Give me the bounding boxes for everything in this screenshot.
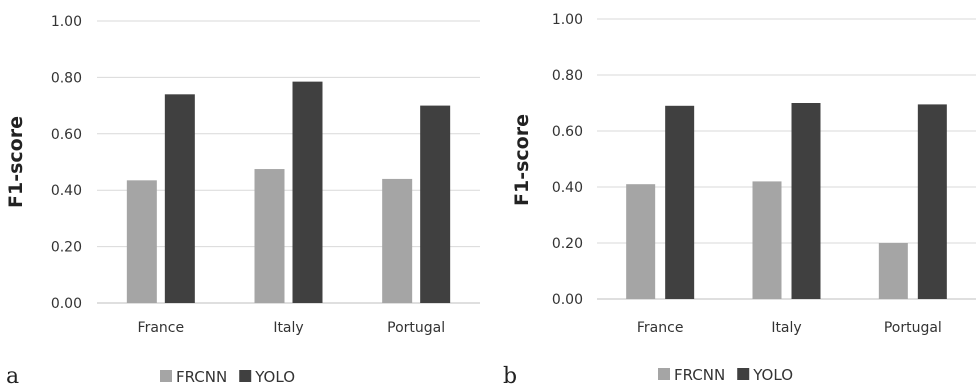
y-tick-label: 0.00 bbox=[552, 292, 583, 308]
legend-swatch-frcnn bbox=[658, 368, 670, 380]
bar-frcnn-italy bbox=[254, 169, 285, 303]
bar-frcnn-portugal bbox=[382, 178, 413, 303]
bar-frcnn-portugal bbox=[878, 243, 908, 299]
bar-frcnn-france bbox=[126, 180, 157, 303]
x-category-label: Italy bbox=[273, 320, 303, 336]
y-axis-label: F1-score bbox=[5, 116, 27, 208]
x-category-label: Portugal bbox=[884, 320, 942, 336]
legend-swatch-yolo bbox=[737, 368, 750, 380]
legend-swatch-yolo bbox=[239, 370, 252, 382]
legend-swatch-frcnn bbox=[160, 370, 172, 382]
bar-yolo-portugal bbox=[917, 104, 947, 300]
panel-letter: b bbox=[503, 364, 517, 386]
y-tick-label: 0.80 bbox=[51, 70, 82, 86]
y-tick-label: 1.00 bbox=[552, 12, 583, 28]
bar-yolo-portugal bbox=[420, 105, 451, 303]
y-tick-label: 0.20 bbox=[552, 236, 583, 252]
legend-label-yolo: YOLO bbox=[752, 366, 793, 384]
x-category-label: France bbox=[138, 320, 185, 336]
bar-frcnn-italy bbox=[752, 181, 782, 299]
y-tick-label: 0.80 bbox=[552, 68, 583, 84]
chart-panel-a: 0.00 0.20 0.40 0.60 0.80 1.00 F1-score France It… bbox=[5, 14, 480, 386]
y-tick-label: 0.40 bbox=[552, 180, 583, 196]
x-category-label: Italy bbox=[771, 320, 801, 336]
bar-yolo-italy bbox=[791, 103, 821, 299]
bar-yolo-italy bbox=[292, 81, 323, 303]
y-tick-label: 1.00 bbox=[51, 14, 82, 30]
bar-yolo-france bbox=[164, 94, 195, 303]
legend-label-frcnn: FRCNN bbox=[674, 366, 725, 384]
bar-frcnn-france bbox=[626, 184, 656, 299]
chart-panel-b: 0.00 0.20 0.40 0.60 0.80 1.00 F1-score France It… bbox=[503, 12, 976, 386]
y-tick-label: 0.60 bbox=[552, 124, 583, 140]
x-category-label: Portugal bbox=[387, 320, 445, 336]
y-axis-label: F1-score bbox=[511, 114, 533, 206]
x-category-label: France bbox=[637, 320, 684, 336]
y-tick-label: 0.00 bbox=[51, 296, 82, 312]
legend-label-frcnn: FRCNN bbox=[176, 368, 227, 386]
y-tick-label: 0.40 bbox=[51, 183, 82, 199]
y-tick-label: 0.20 bbox=[51, 240, 82, 256]
legend-label-yolo: YOLO bbox=[254, 368, 295, 386]
y-tick-label: 0.60 bbox=[51, 127, 82, 143]
bar-yolo-france bbox=[665, 105, 695, 299]
panel-letter: a bbox=[6, 364, 19, 386]
